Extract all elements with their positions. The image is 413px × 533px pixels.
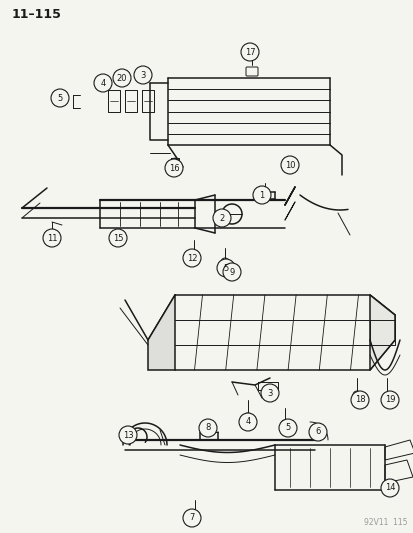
Text: 3: 3 <box>140 70 145 79</box>
Text: 6: 6 <box>315 427 320 437</box>
Text: 4: 4 <box>100 78 105 87</box>
Polygon shape <box>369 295 394 370</box>
Text: 12: 12 <box>186 254 197 262</box>
Text: 9: 9 <box>229 268 234 277</box>
Text: 11–115: 11–115 <box>12 8 62 21</box>
Text: 3: 3 <box>267 389 272 398</box>
Circle shape <box>212 209 230 227</box>
Text: 14: 14 <box>384 483 394 492</box>
Text: 10: 10 <box>284 160 294 169</box>
Circle shape <box>280 156 298 174</box>
Circle shape <box>119 426 137 444</box>
Polygon shape <box>147 295 175 370</box>
Text: 92V11  115: 92V11 115 <box>363 518 407 527</box>
Text: 2: 2 <box>219 214 224 222</box>
Circle shape <box>278 419 296 437</box>
Circle shape <box>260 384 278 402</box>
Circle shape <box>51 89 69 107</box>
Circle shape <box>113 69 131 87</box>
Text: 16: 16 <box>168 164 179 173</box>
Text: 7: 7 <box>189 513 194 522</box>
Text: 5: 5 <box>57 93 62 102</box>
Text: 1: 1 <box>259 190 264 199</box>
Circle shape <box>134 66 152 84</box>
Circle shape <box>350 391 368 409</box>
Circle shape <box>252 186 271 204</box>
Circle shape <box>109 229 127 247</box>
Circle shape <box>43 229 61 247</box>
Circle shape <box>308 423 326 441</box>
Text: 11: 11 <box>47 233 57 243</box>
Circle shape <box>380 479 398 497</box>
Text: 5: 5 <box>223 263 228 272</box>
Circle shape <box>240 43 259 61</box>
Text: 17: 17 <box>244 47 255 56</box>
Circle shape <box>165 159 183 177</box>
Circle shape <box>216 259 235 277</box>
Text: 19: 19 <box>384 395 394 405</box>
Text: 8: 8 <box>205 424 210 432</box>
Circle shape <box>199 419 216 437</box>
Text: 5: 5 <box>285 424 290 432</box>
Text: 15: 15 <box>112 233 123 243</box>
Text: 13: 13 <box>122 431 133 440</box>
FancyBboxPatch shape <box>245 67 257 76</box>
Circle shape <box>183 249 201 267</box>
Text: 20: 20 <box>116 74 127 83</box>
Circle shape <box>183 509 201 527</box>
Text: 18: 18 <box>354 395 364 405</box>
Circle shape <box>223 263 240 281</box>
Circle shape <box>380 391 398 409</box>
Text: 4: 4 <box>245 417 250 426</box>
Circle shape <box>94 74 112 92</box>
Circle shape <box>238 413 256 431</box>
